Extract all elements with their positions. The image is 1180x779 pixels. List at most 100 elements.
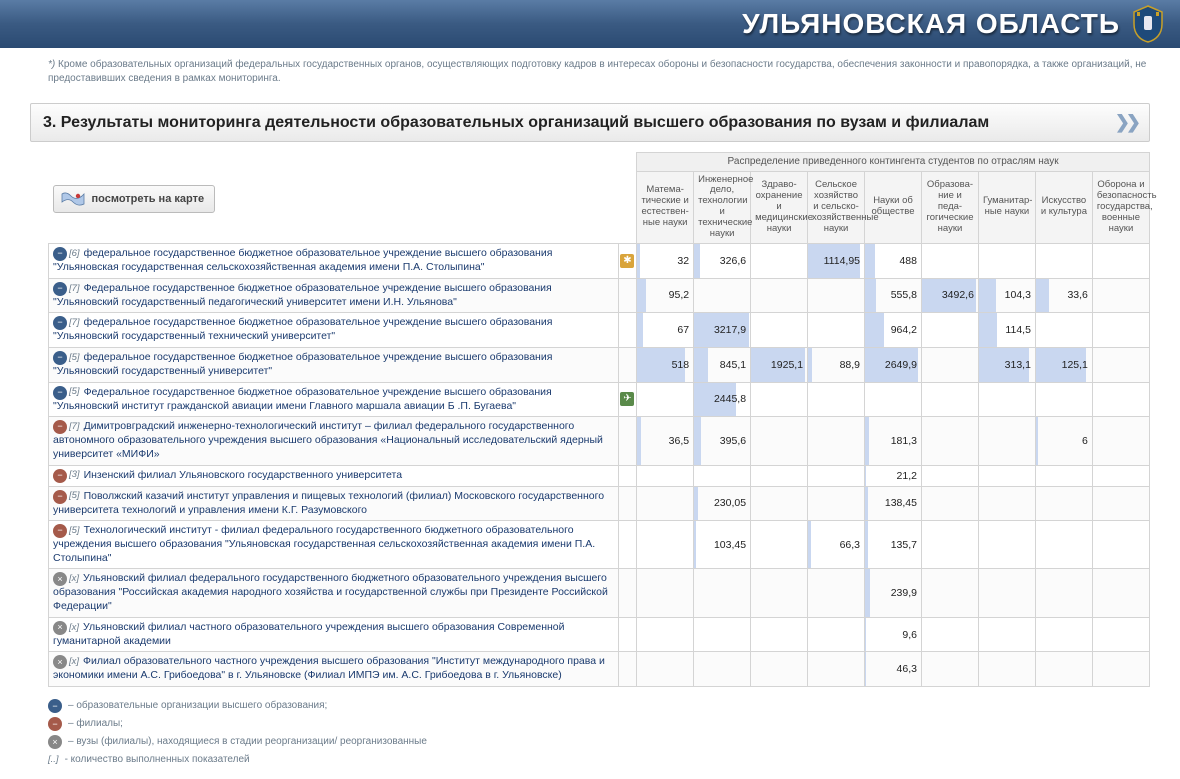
value-cell: 114,5	[978, 313, 1035, 348]
badge-cell	[618, 652, 636, 687]
table-row: ×[x]Ульяновский филиал частного образова…	[49, 617, 1150, 652]
org-name-cell[interactable]: −[7]Федеральное государственное бюджетно…	[49, 278, 619, 313]
value-cell	[1092, 617, 1149, 652]
table-row: −[7]федеральное государственное бюджетно…	[49, 313, 1150, 348]
column-header[interactable]: Искусство и культура	[1035, 171, 1092, 244]
org-main-icon: −	[53, 247, 67, 261]
table-row: −[7]Федеральное государственное бюджетно…	[49, 278, 1150, 313]
view-on-map-button[interactable]: посмотреть на карте	[53, 185, 216, 213]
value-cell: 3217,9	[694, 313, 751, 348]
columns-group-header: Распределение приведенного контингента с…	[637, 153, 1150, 172]
column-header[interactable]: Науки об обществе	[865, 171, 922, 244]
region-header: УЛЬЯНОВСКАЯ ОБЛАСТЬ	[0, 0, 1180, 48]
column-header[interactable]: Здраво-охранение и медицинские науки	[751, 171, 808, 244]
value-cell	[751, 569, 808, 617]
value-cell: 125,1	[1035, 347, 1092, 382]
value-cell	[978, 521, 1035, 569]
org-name-cell[interactable]: −[6]федеральное государственное бюджетно…	[49, 244, 619, 279]
region-crest-icon	[1130, 4, 1166, 44]
org-name-cell[interactable]: −[5]Поволжский казачий институт управлен…	[49, 486, 619, 521]
value-cell	[808, 617, 865, 652]
org-name-cell[interactable]: −[3]Инзенский филиал Ульяновского госуда…	[49, 465, 619, 486]
indicator-count: [5]	[69, 490, 80, 502]
value-cell	[751, 617, 808, 652]
value-cell: 326,6	[694, 244, 751, 279]
org-name-cell[interactable]: −[5]федеральное государственное бюджетно…	[49, 347, 619, 382]
value-cell: 395,6	[694, 417, 751, 465]
value-cell	[1092, 278, 1149, 313]
badge-cell: ✈	[618, 382, 636, 417]
org-main-icon: −	[53, 386, 67, 400]
value-cell	[694, 569, 751, 617]
badge-cell	[618, 465, 636, 486]
table-row: ×[x]Ульяновский филиал федерального госу…	[49, 569, 1150, 617]
value-cell: 33,6	[1035, 278, 1092, 313]
value-cell	[751, 313, 808, 348]
value-cell	[978, 652, 1035, 687]
value-cell	[637, 382, 694, 417]
value-cell	[978, 617, 1035, 652]
value-cell	[921, 569, 978, 617]
section-header[interactable]: 3. Результаты мониторинга деятельности о…	[30, 103, 1150, 142]
org-name-cell[interactable]: ×[x]Ульяновский филиал федерального госу…	[49, 569, 619, 617]
value-cell	[1092, 465, 1149, 486]
collapse-icon: ❯❯	[1115, 112, 1137, 133]
org-name-cell[interactable]: ×[x]Ульяновский филиал частного образова…	[49, 617, 619, 652]
value-cell: 6	[1035, 417, 1092, 465]
org-main-icon: −	[53, 316, 67, 330]
value-cell: 239,9	[865, 569, 922, 617]
legend-item: ×– вузы (филиалы), находящиеся в стадии …	[48, 733, 1150, 751]
value-cell	[808, 465, 865, 486]
badge-cell	[618, 486, 636, 521]
value-cell	[808, 278, 865, 313]
value-cell: 1114,95	[808, 244, 865, 279]
org-reorg-icon: ×	[53, 621, 67, 635]
monitoring-table: посмотреть на карте Распределение привед…	[48, 152, 1150, 687]
aviation-badge-icon: ✈	[620, 392, 634, 406]
value-cell	[1092, 347, 1149, 382]
value-cell: 67	[637, 313, 694, 348]
map-button-label: посмотреть на карте	[92, 193, 205, 205]
org-name-cell[interactable]: −[5]Федеральное государственное бюджетно…	[49, 382, 619, 417]
value-cell	[637, 652, 694, 687]
value-cell: 964,2	[865, 313, 922, 348]
value-cell	[978, 382, 1035, 417]
value-cell	[751, 382, 808, 417]
value-cell	[637, 569, 694, 617]
value-cell: 845,1	[694, 347, 751, 382]
value-cell	[978, 486, 1035, 521]
value-cell	[808, 569, 865, 617]
table-row: −[5]федеральное государственное бюджетно…	[49, 347, 1150, 382]
column-header[interactable]: Гуманитар-ные науки	[978, 171, 1035, 244]
column-header[interactable]: Инженерное дело, технологии и технически…	[694, 171, 751, 244]
indicator-count: [6]	[69, 248, 80, 260]
indicator-count: [x]	[69, 656, 79, 668]
badge-cell	[618, 347, 636, 382]
value-cell	[694, 617, 751, 652]
org-name-cell[interactable]: ×[x]Филиал образовательного частного учр…	[49, 652, 619, 687]
value-cell	[865, 382, 922, 417]
value-cell	[1035, 617, 1092, 652]
indicator-count: [7]	[69, 317, 80, 329]
value-cell	[808, 313, 865, 348]
column-header[interactable]: Оборона и безопасность государства, воен…	[1092, 171, 1149, 244]
legend-item: −– образовательные организации высшего о…	[48, 697, 1150, 715]
badge-cell	[618, 313, 636, 348]
legend-item: −– филиалы;	[48, 715, 1150, 733]
column-header[interactable]: Образова-ние и педа-гогические науки	[921, 171, 978, 244]
table-row: ×[x]Филиал образовательного частного учр…	[49, 652, 1150, 687]
org-reorg-icon: ×	[53, 572, 67, 586]
column-header[interactable]: Матема-тические и естествен-ные науки	[637, 171, 694, 244]
value-cell: 21,2	[865, 465, 922, 486]
value-cell	[921, 521, 978, 569]
indicator-count: [x]	[69, 573, 79, 585]
org-branch-icon: −	[48, 717, 62, 731]
value-cell: 2649,9	[865, 347, 922, 382]
column-header[interactable]: Сельское хозяйство и сельско-хозяйственн…	[808, 171, 865, 244]
header-footnote: *) Кроме образовательных организаций фед…	[0, 48, 1180, 91]
value-cell: 32	[637, 244, 694, 279]
org-name-cell[interactable]: −[7]федеральное государственное бюджетно…	[49, 313, 619, 348]
org-name-cell[interactable]: −[5]Технологический институт - филиал фе…	[49, 521, 619, 569]
org-branch-icon: −	[53, 420, 67, 434]
org-name-cell[interactable]: −[7]Димитровградский инженерно-технологи…	[49, 417, 619, 465]
